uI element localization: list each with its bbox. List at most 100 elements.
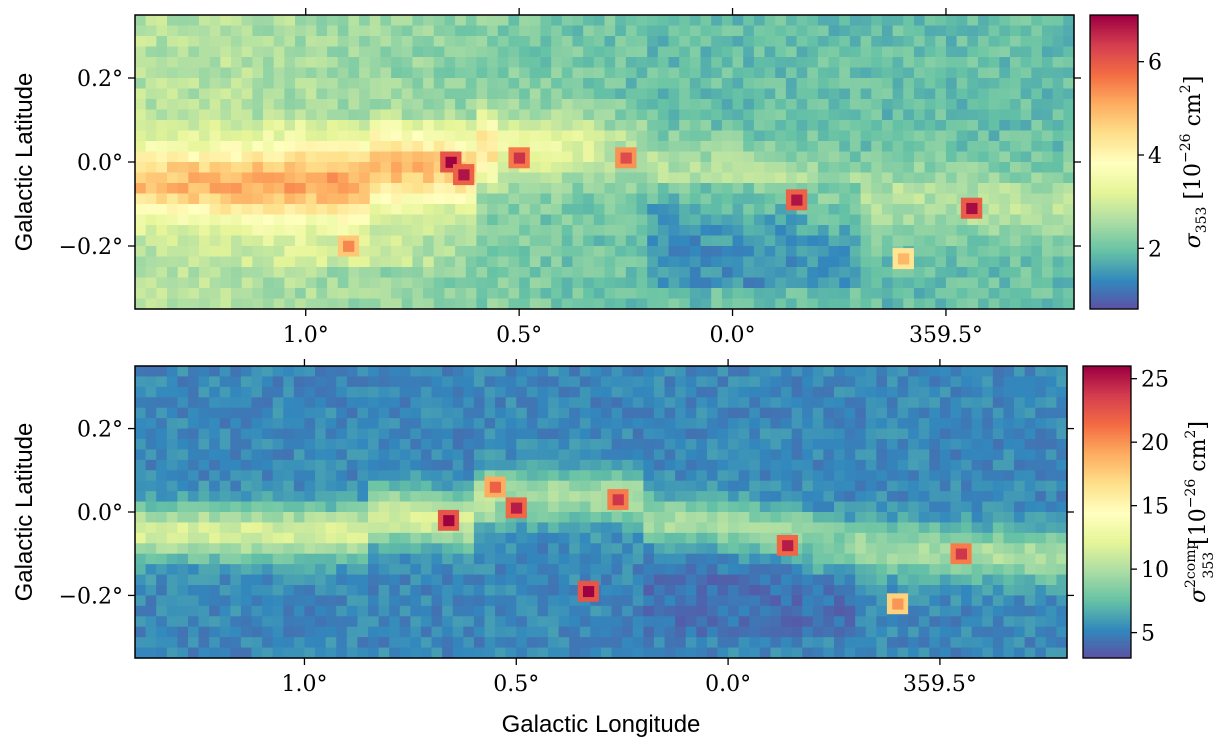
colorbar-segment bbox=[1090, 193, 1138, 197]
heatmap-cell bbox=[463, 564, 475, 576]
heatmap-cell bbox=[410, 564, 422, 576]
heatmap-cell bbox=[487, 267, 499, 279]
heatmap-cell bbox=[167, 109, 179, 121]
heatmap-cell bbox=[590, 512, 602, 524]
heatmap-cell bbox=[1045, 605, 1058, 617]
heatmap-cell bbox=[433, 99, 446, 111]
heatmap-cell bbox=[465, 256, 478, 268]
heatmap-cell bbox=[273, 36, 285, 48]
heatmap-cell bbox=[484, 366, 496, 378]
heatmap-cell bbox=[455, 25, 467, 37]
heatmap-cell bbox=[519, 46, 531, 58]
heatmap-cell bbox=[876, 574, 888, 586]
heatmap-cell bbox=[167, 120, 179, 132]
heatmap-cell bbox=[369, 193, 382, 205]
heatmap-cell bbox=[444, 277, 456, 289]
heatmap-cell bbox=[251, 366, 263, 378]
heatmap-cell bbox=[209, 235, 221, 247]
heatmap-cell bbox=[945, 141, 958, 153]
heatmap-cell bbox=[903, 204, 915, 216]
heatmap-cell bbox=[881, 256, 894, 268]
heatmap-cell bbox=[293, 428, 306, 440]
heatmap-cell bbox=[465, 88, 478, 100]
heatmap-cell bbox=[590, 616, 602, 628]
heatmap-cell bbox=[653, 376, 666, 388]
heatmap-cell bbox=[732, 46, 744, 58]
heatmap-cell bbox=[359, 36, 371, 48]
heatmap-cell bbox=[423, 256, 435, 268]
heatmap-cell bbox=[484, 418, 496, 430]
heatmap-cell bbox=[886, 616, 899, 628]
heatmap-cell bbox=[615, 288, 627, 300]
heatmap-cell bbox=[241, 235, 253, 247]
heatmap-cell bbox=[897, 459, 909, 471]
heatmap-cell bbox=[526, 595, 539, 607]
heatmap-cell bbox=[865, 449, 877, 461]
heatmap-cell bbox=[647, 277, 659, 289]
heatmap-cell bbox=[903, 288, 915, 300]
heatmap-cell bbox=[918, 532, 930, 544]
heatmap-cell bbox=[657, 78, 670, 90]
heatmap-cell bbox=[865, 418, 877, 430]
heatmap-cell bbox=[738, 574, 750, 586]
heatmap-cell bbox=[775, 246, 787, 258]
heatmap-cell bbox=[156, 501, 168, 513]
heatmap-cell bbox=[611, 637, 623, 649]
heatmap-cell bbox=[455, 120, 467, 132]
heatmap-cell bbox=[785, 78, 798, 90]
heatmap-cell bbox=[834, 595, 846, 607]
heatmap-cell bbox=[668, 172, 680, 184]
heatmap-cell bbox=[1041, 57, 1054, 69]
heatmap-cell bbox=[929, 595, 941, 607]
heatmap-cell bbox=[759, 553, 772, 565]
heatmap-cell bbox=[982, 397, 994, 409]
heatmap-cell bbox=[410, 366, 422, 378]
heatmap-cell bbox=[1056, 449, 1068, 461]
heatmap-cell bbox=[399, 418, 411, 430]
heatmap-cell bbox=[728, 439, 740, 451]
heatmap-cell bbox=[622, 386, 634, 398]
heatmap-cell bbox=[220, 109, 232, 121]
heatmap-cell bbox=[1009, 256, 1022, 268]
heatmap-cell bbox=[770, 470, 782, 482]
heatmap-cell bbox=[579, 470, 592, 482]
heatmap-cell bbox=[945, 99, 958, 111]
heatmap-cell bbox=[717, 480, 729, 492]
heatmap-cell bbox=[775, 288, 787, 300]
heatmap-cell bbox=[368, 376, 380, 388]
heatmap-cell bbox=[219, 459, 231, 471]
heatmap-cell bbox=[548, 439, 560, 451]
heatmap-cell bbox=[770, 449, 782, 461]
heatmap-cell bbox=[764, 109, 776, 121]
heatmap-cell bbox=[764, 15, 776, 27]
heatmap-cell bbox=[348, 46, 360, 58]
heatmap-cell bbox=[647, 88, 659, 100]
heatmap-cell bbox=[283, 522, 295, 534]
heatmap-cell bbox=[431, 605, 443, 617]
colorbar-segment bbox=[1090, 252, 1138, 256]
heatmap-cell bbox=[913, 78, 926, 90]
colorbar-segment bbox=[1090, 46, 1138, 50]
heatmap-cell bbox=[611, 397, 623, 409]
heatmap-cell bbox=[1020, 288, 1032, 300]
heatmap-cell bbox=[558, 585, 570, 597]
heatmap-cell bbox=[572, 277, 584, 289]
heatmap-cell bbox=[785, 235, 798, 247]
heatmap-cell bbox=[252, 141, 264, 153]
heatmap-cell bbox=[273, 162, 285, 174]
heatmap-cell bbox=[412, 193, 424, 205]
heatmap-cell bbox=[956, 141, 968, 153]
heatmap-cell bbox=[348, 151, 360, 163]
heatmap-cell bbox=[812, 501, 825, 513]
heatmap-cell bbox=[412, 225, 424, 237]
heatmap-cell bbox=[749, 397, 761, 409]
heatmap-cell bbox=[433, 15, 446, 27]
heatmap-cell bbox=[929, 564, 941, 576]
heatmap-cell bbox=[696, 459, 708, 471]
heatmap-cell bbox=[316, 267, 328, 279]
heatmap-cell bbox=[327, 25, 339, 37]
heatmap-cell bbox=[305, 120, 317, 132]
heatmap-cell bbox=[251, 564, 263, 576]
heatmap-cell bbox=[569, 532, 581, 544]
heatmap-cell bbox=[476, 193, 488, 205]
